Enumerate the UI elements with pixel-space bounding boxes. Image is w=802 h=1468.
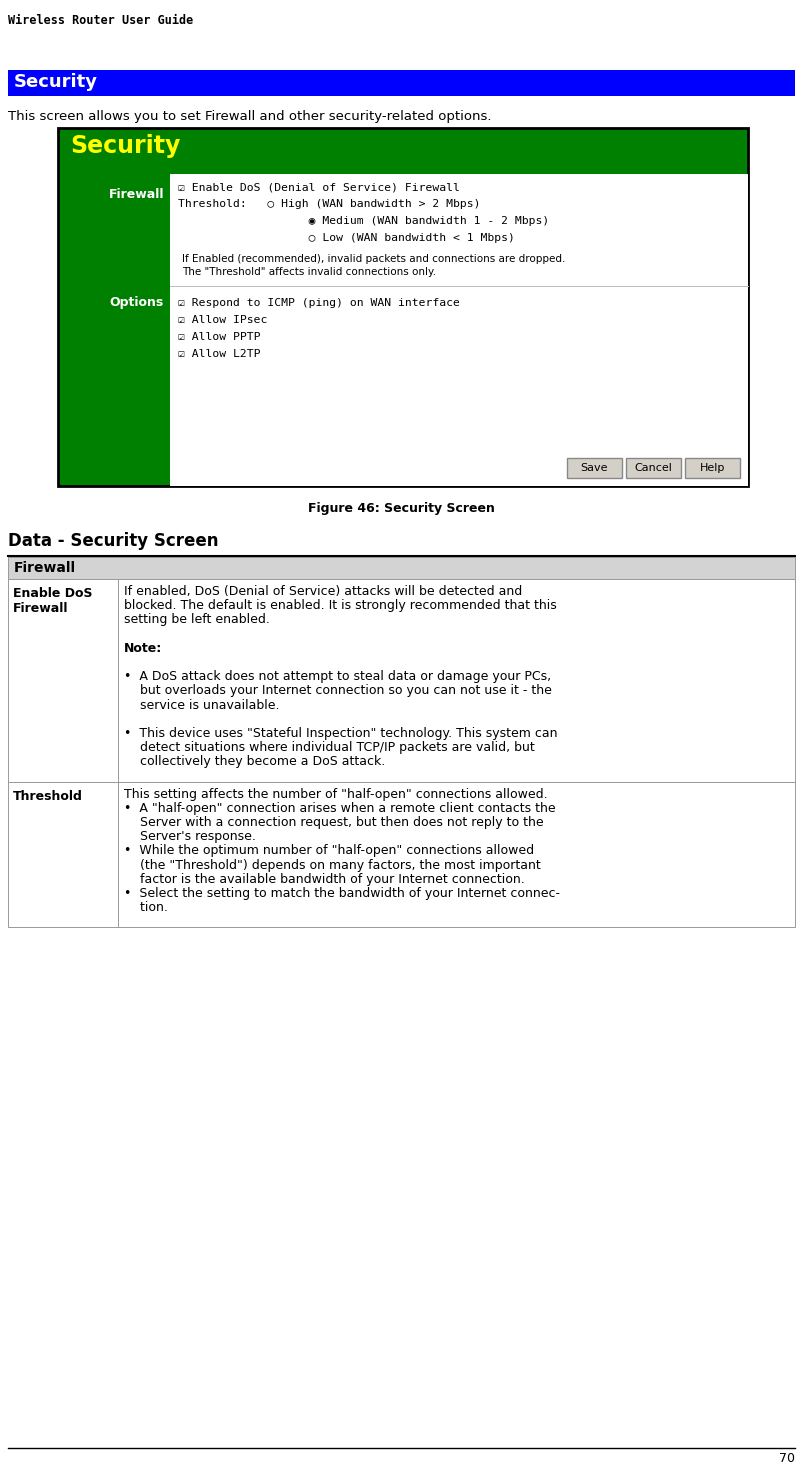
FancyBboxPatch shape xyxy=(684,458,739,479)
Text: Security: Security xyxy=(70,134,180,159)
Bar xyxy=(170,175,747,486)
Text: service is unavailable.: service is unavailable. xyxy=(124,699,279,712)
Text: Wireless Router User Guide: Wireless Router User Guide xyxy=(8,15,193,26)
Text: Firewall: Firewall xyxy=(13,602,68,615)
Text: ☑ Allow IPsec: ☑ Allow IPsec xyxy=(178,316,267,324)
Text: tion.: tion. xyxy=(124,901,168,915)
Text: Save: Save xyxy=(580,462,607,473)
Text: Options: Options xyxy=(110,297,164,308)
Text: ☑ Enable DoS (Denial of Service) Firewall: ☑ Enable DoS (Denial of Service) Firewal… xyxy=(178,182,460,192)
FancyBboxPatch shape xyxy=(566,458,622,479)
Bar xyxy=(58,128,747,486)
Text: Enable DoS: Enable DoS xyxy=(13,587,92,600)
Text: 70: 70 xyxy=(778,1452,794,1465)
Text: Firewall: Firewall xyxy=(108,188,164,201)
Text: ☑ Allow PPTP: ☑ Allow PPTP xyxy=(178,332,260,342)
Text: Help: Help xyxy=(699,462,724,473)
Text: The "Threshold" affects invalid connections only.: The "Threshold" affects invalid connecti… xyxy=(182,267,435,277)
Text: •  A DoS attack does not attempt to steal data or damage your PCs,: • A DoS attack does not attempt to steal… xyxy=(124,671,550,683)
Text: •  While the optimum number of "half-open" connections allowed: • While the optimum number of "half-open… xyxy=(124,844,533,857)
Text: Firewall: Firewall xyxy=(14,561,76,575)
Text: This screen allows you to set Firewall and other security-related options.: This screen allows you to set Firewall a… xyxy=(8,110,491,123)
Text: factor is the available bandwidth of your Internet connection.: factor is the available bandwidth of you… xyxy=(124,873,524,885)
Bar xyxy=(8,781,794,928)
Text: Note:: Note: xyxy=(124,642,162,655)
Text: (the "Threshold") depends on many factors, the most important: (the "Threshold") depends on many factor… xyxy=(124,859,540,872)
Text: Server with a connection request, but then does not reply to the: Server with a connection request, but th… xyxy=(124,816,543,829)
Text: but overloads your Internet connection so you can not use it - the: but overloads your Internet connection s… xyxy=(124,684,551,697)
Text: •  Select the setting to match the bandwidth of your Internet connec-: • Select the setting to match the bandwi… xyxy=(124,887,559,900)
Text: ☑ Allow L2TP: ☑ Allow L2TP xyxy=(178,349,260,360)
Text: This setting affects the number of "half-open" connections allowed.: This setting affects the number of "half… xyxy=(124,788,547,800)
Text: •  This device uses "Stateful Inspection" technology. This system can: • This device uses "Stateful Inspection"… xyxy=(124,727,557,740)
FancyBboxPatch shape xyxy=(626,458,680,479)
Bar xyxy=(8,556,794,578)
Text: •  A "half-open" connection arises when a remote client contacts the: • A "half-open" connection arises when a… xyxy=(124,802,555,815)
Text: Data - Security Screen: Data - Security Screen xyxy=(8,531,218,550)
Text: If Enabled (recommended), invalid packets and connections are dropped.: If Enabled (recommended), invalid packet… xyxy=(182,254,565,264)
Text: ○ Low (WAN bandwidth < 1 Mbps): ○ Low (WAN bandwidth < 1 Mbps) xyxy=(178,233,514,244)
Bar xyxy=(8,70,794,95)
Text: ◉ Medium (WAN bandwidth 1 - 2 Mbps): ◉ Medium (WAN bandwidth 1 - 2 Mbps) xyxy=(178,216,549,226)
Text: setting be left enabled.: setting be left enabled. xyxy=(124,614,269,627)
Text: Threshold: Threshold xyxy=(13,790,83,803)
Text: Server's response.: Server's response. xyxy=(124,831,256,843)
Text: detect situations where individual TCP/IP packets are valid, but: detect situations where individual TCP/I… xyxy=(124,741,534,755)
Text: blocked. The default is enabled. It is strongly recommended that this: blocked. The default is enabled. It is s… xyxy=(124,599,556,612)
Text: Figure 46: Security Screen: Figure 46: Security Screen xyxy=(308,502,494,515)
Text: Security: Security xyxy=(14,73,98,91)
Bar xyxy=(8,578,794,781)
Text: If enabled, DoS (Denial of Service) attacks will be detected and: If enabled, DoS (Denial of Service) atta… xyxy=(124,586,521,597)
Text: Threshold:   ○ High (WAN bandwidth > 2 Mbps): Threshold: ○ High (WAN bandwidth > 2 Mbp… xyxy=(178,200,480,208)
Text: ☑ Respond to ICMP (ping) on WAN interface: ☑ Respond to ICMP (ping) on WAN interfac… xyxy=(178,298,460,308)
Text: collectively they become a DoS attack.: collectively they become a DoS attack. xyxy=(124,756,385,768)
Text: Cancel: Cancel xyxy=(634,462,671,473)
